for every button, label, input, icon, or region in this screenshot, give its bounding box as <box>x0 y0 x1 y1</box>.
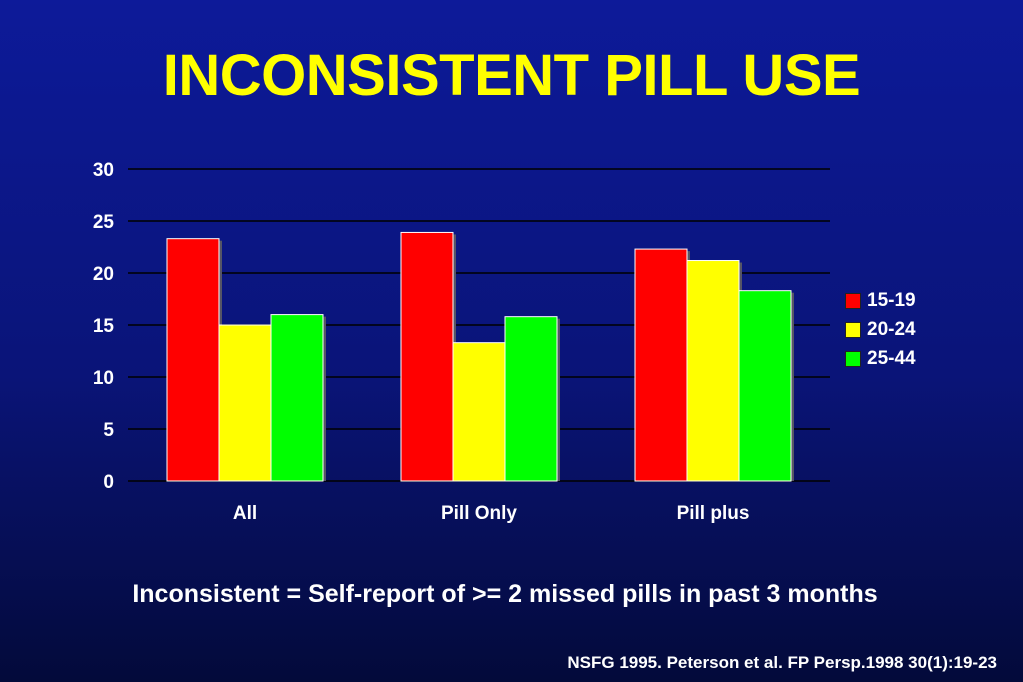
bars <box>166 231 794 482</box>
bar-25-44-pill-plus <box>738 290 792 482</box>
legend-label: 25-44 <box>867 347 916 369</box>
bar-15-19-pill-plus <box>634 248 688 482</box>
y-tick-label: 30 <box>93 160 114 181</box>
y-tick-label: 20 <box>93 264 114 285</box>
legend-item: 20-24 <box>845 315 916 344</box>
y-tick-label: 10 <box>93 368 114 389</box>
source-citation: NSFG 1995. Peterson et al. FP Persp.1998… <box>567 653 997 672</box>
bar-20-24-pill-plus <box>686 260 740 482</box>
bar-15-19-pill-only <box>400 231 454 482</box>
legend-item: 25-44 <box>845 344 916 373</box>
definition-note: Inconsistent = Self-report of >= 2 misse… <box>132 580 878 608</box>
bar-20-24-pill-only <box>452 342 506 482</box>
legend-swatch <box>845 321 861 338</box>
bar-15-19-all <box>166 238 220 482</box>
y-tick-label: 15 <box>93 316 115 337</box>
x-tick-label: Pill Only <box>441 503 517 524</box>
x-tick-label: Pill plus <box>677 503 750 524</box>
legend-label: 20-24 <box>867 318 916 340</box>
bar-25-44-all <box>270 314 324 482</box>
legend: 15-19 20-24 25-44 <box>845 286 916 373</box>
legend-label: 15-19 <box>867 289 916 311</box>
legend-swatch <box>845 292 861 309</box>
legend-swatch <box>845 350 861 367</box>
y-tick-label: 0 <box>103 472 114 493</box>
x-tick-label: All <box>233 503 257 524</box>
chart-title: INCONSISTENT PILL USE <box>162 43 861 108</box>
bar-20-24-all <box>218 324 272 482</box>
x-tick-labels: All Pill Only Pill plus <box>233 503 750 524</box>
legend-item: 15-19 <box>845 286 916 315</box>
y-tick-labels: 0 5 10 15 20 25 30 <box>93 160 115 493</box>
y-tick-label: 5 <box>103 420 114 441</box>
y-tick-label: 25 <box>93 212 115 233</box>
bar-25-44-pill-only <box>504 316 558 482</box>
